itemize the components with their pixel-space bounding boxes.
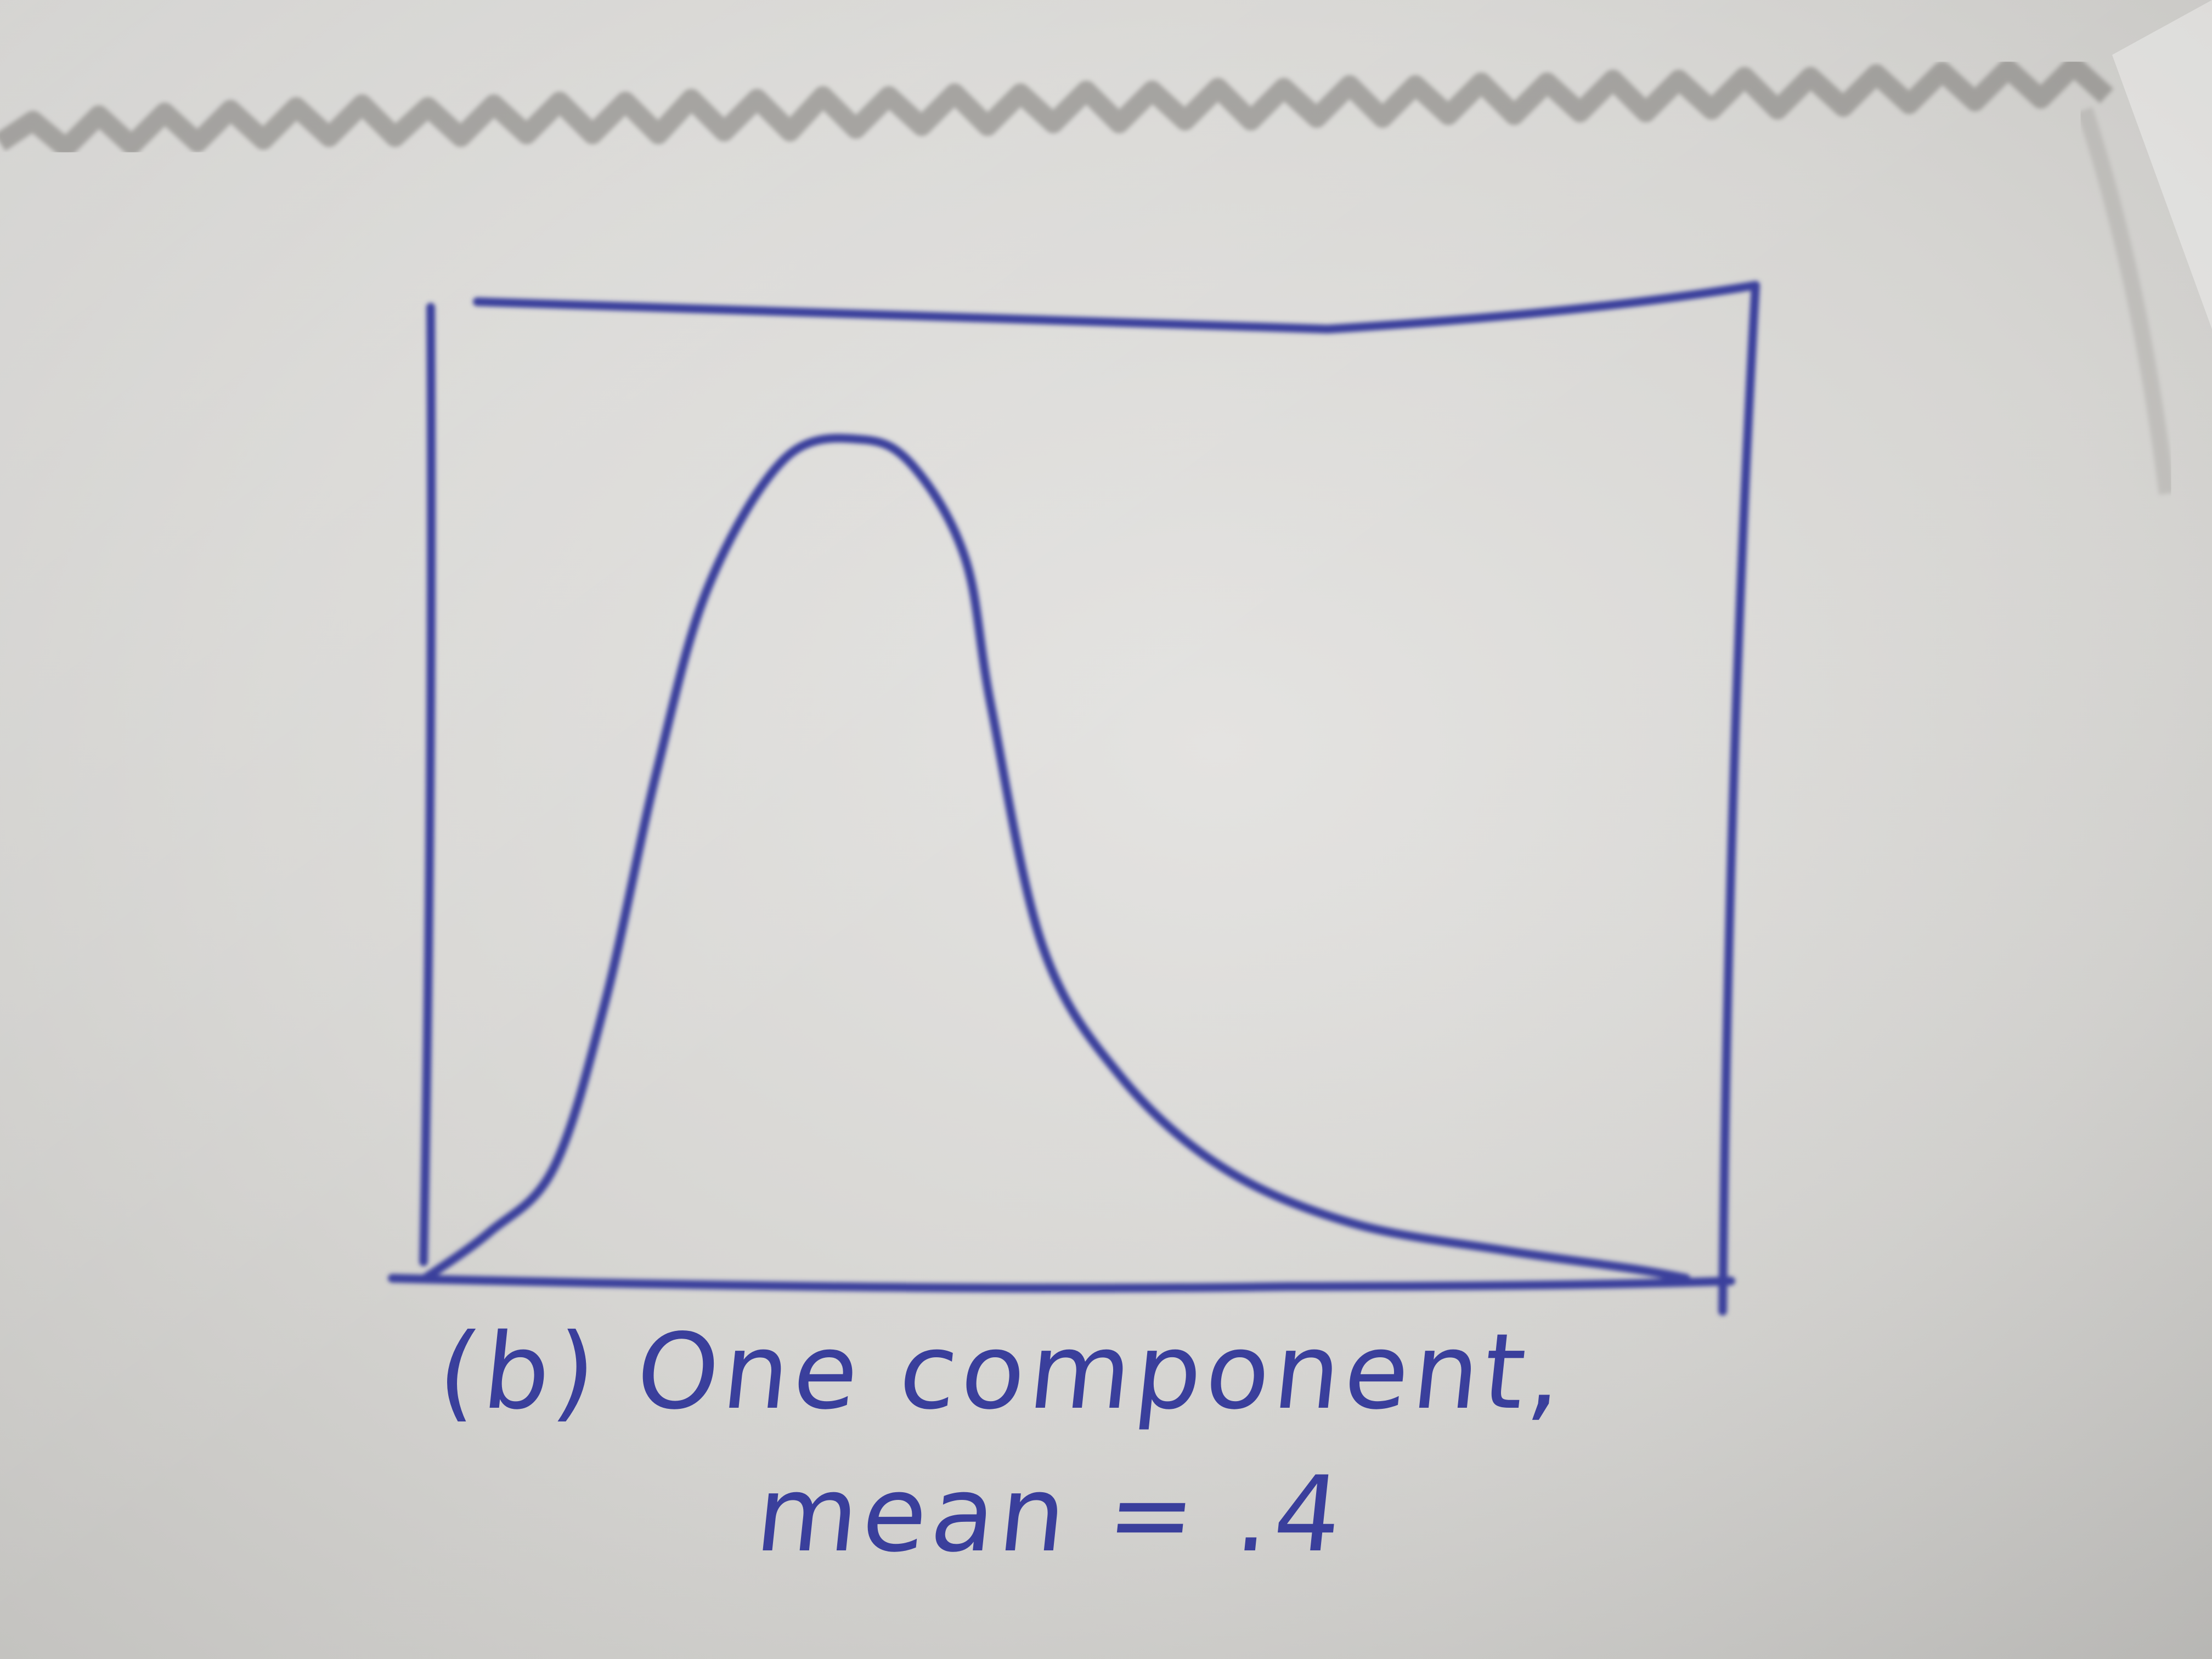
plot-frame — [388, 281, 1760, 1316]
caption-line-2: mean = .4 — [751, 1454, 1352, 1575]
caption-line-1: (b) One component, — [432, 1311, 1573, 1432]
torn-paper-edge — [0, 56, 2114, 158]
density-curve — [421, 433, 1691, 1283]
